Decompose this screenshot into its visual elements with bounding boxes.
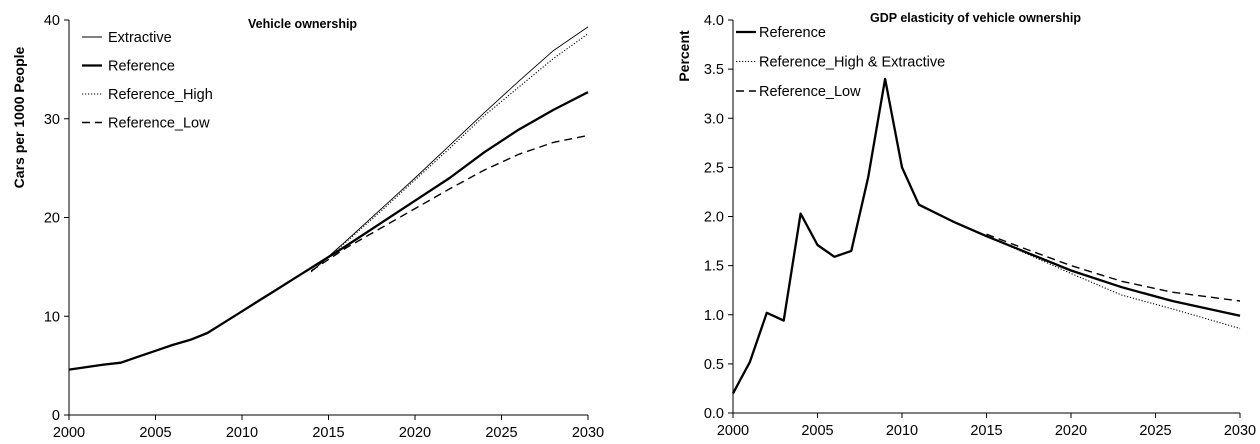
series-line-extractive — [310, 26, 589, 273]
y-tick-label: 20 — [44, 211, 60, 227]
series-line-reference — [731, 77, 1241, 394]
x-tick-label: 2025 — [485, 425, 517, 441]
y-tick-label: 10 — [44, 309, 60, 325]
legend-label: Reference — [759, 25, 826, 41]
x-tick-label: 2000 — [53, 425, 85, 441]
x-tick-label: 2000 — [717, 423, 749, 439]
x-tick-label: 2015 — [970, 423, 1002, 439]
series-line-reference-low — [986, 233, 1241, 302]
legend-label: Reference_Low — [759, 84, 861, 100]
y-tick-label: 0.0 — [704, 406, 724, 422]
x-tick-label: 2020 — [399, 425, 431, 441]
series-line-reference-high-extractive — [986, 235, 1241, 330]
series-line-reference-high — [310, 33, 589, 273]
x-tick-label: 2025 — [1139, 423, 1171, 439]
x-tick-label: 2010 — [226, 425, 258, 441]
legend-label: Reference — [108, 59, 175, 75]
chart-title: GDP elasticity of vehicle ownership — [870, 11, 1081, 25]
x-tick-label: 2030 — [1224, 423, 1256, 439]
series-line-reference — [68, 91, 589, 371]
x-tick-label: 2005 — [139, 425, 171, 441]
y-tick-label: 3.0 — [704, 111, 724, 127]
y-axis-label: Percent — [676, 30, 692, 82]
series-line-reference-low — [310, 134, 589, 272]
y-tick-label: 2.5 — [704, 160, 724, 176]
y-tick-label: 0.5 — [704, 357, 724, 373]
y-tick-label: 1.0 — [704, 308, 724, 324]
legend-label: Extractive — [108, 30, 172, 46]
legend-label: Reference_High — [108, 87, 213, 103]
x-tick-label: 2005 — [801, 423, 833, 439]
y-tick-label: 30 — [44, 112, 60, 128]
legend-label: Reference_High & Extractive — [759, 55, 945, 71]
x-tick-label: 2015 — [312, 425, 344, 441]
y-tick-label: 0 — [52, 408, 60, 424]
x-tick-label: 2030 — [572, 425, 604, 441]
y-tick-label: 40 — [44, 13, 60, 29]
chart-title: Vehicle ownership — [248, 17, 357, 31]
y-axis-label: Cars per 1000 People — [11, 46, 27, 188]
x-tick-label: 2010 — [886, 423, 918, 439]
gdp-elasticity-chart: 0.0 0.5 1.0 1.5 2.0 2.5 3.0 3.5 4.0 2000 2005 2010 2… — [676, 11, 1256, 439]
y-tick-label: 2.0 — [704, 210, 724, 226]
y-tick-label: 4.0 — [704, 13, 724, 29]
y-tick-label: 3.5 — [704, 62, 724, 78]
x-tick-label: 2020 — [1055, 423, 1087, 439]
legend-label: Reference_Low — [108, 116, 210, 132]
y-tick-label: 1.5 — [704, 259, 724, 275]
